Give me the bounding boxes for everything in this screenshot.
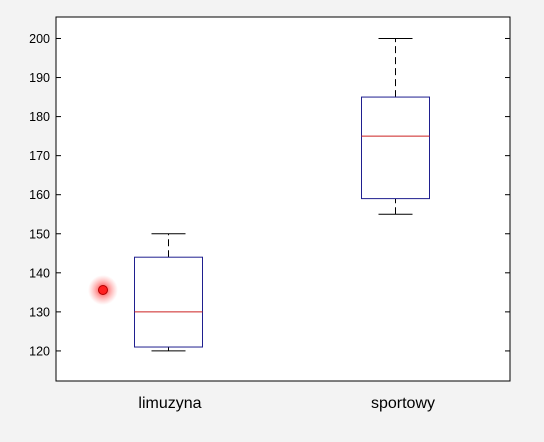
y-tick-label-200: 200 xyxy=(29,32,50,46)
y-tick-label-160: 160 xyxy=(29,188,50,202)
x-tick-label-limuzyna: limuzyna xyxy=(138,395,201,412)
y-tick-label-130: 130 xyxy=(29,305,50,319)
y-tick-label-120: 120 xyxy=(29,344,50,358)
box-iqr-sportowy xyxy=(361,96,430,200)
x-tick-label-sportowy: sportowy xyxy=(371,395,435,412)
box-iqr-limuzyna xyxy=(134,256,203,348)
y-tick-label-170: 170 xyxy=(29,149,50,163)
box-series xyxy=(134,37,430,352)
box-limuzyna xyxy=(134,233,203,352)
pointer-highlight-icon xyxy=(88,275,118,305)
y-tick-label-140: 140 xyxy=(29,266,50,280)
plot-area xyxy=(55,16,511,382)
y-tick-label-150: 150 xyxy=(29,227,50,241)
y-tick-label-180: 180 xyxy=(29,110,50,124)
x-axis: limuzyna sportowy xyxy=(138,395,435,412)
y-tick-label-190: 190 xyxy=(29,71,50,85)
y-axis: 120 130 140 150 160 170 180 190 200 xyxy=(29,32,510,358)
box-sportowy xyxy=(361,37,430,215)
